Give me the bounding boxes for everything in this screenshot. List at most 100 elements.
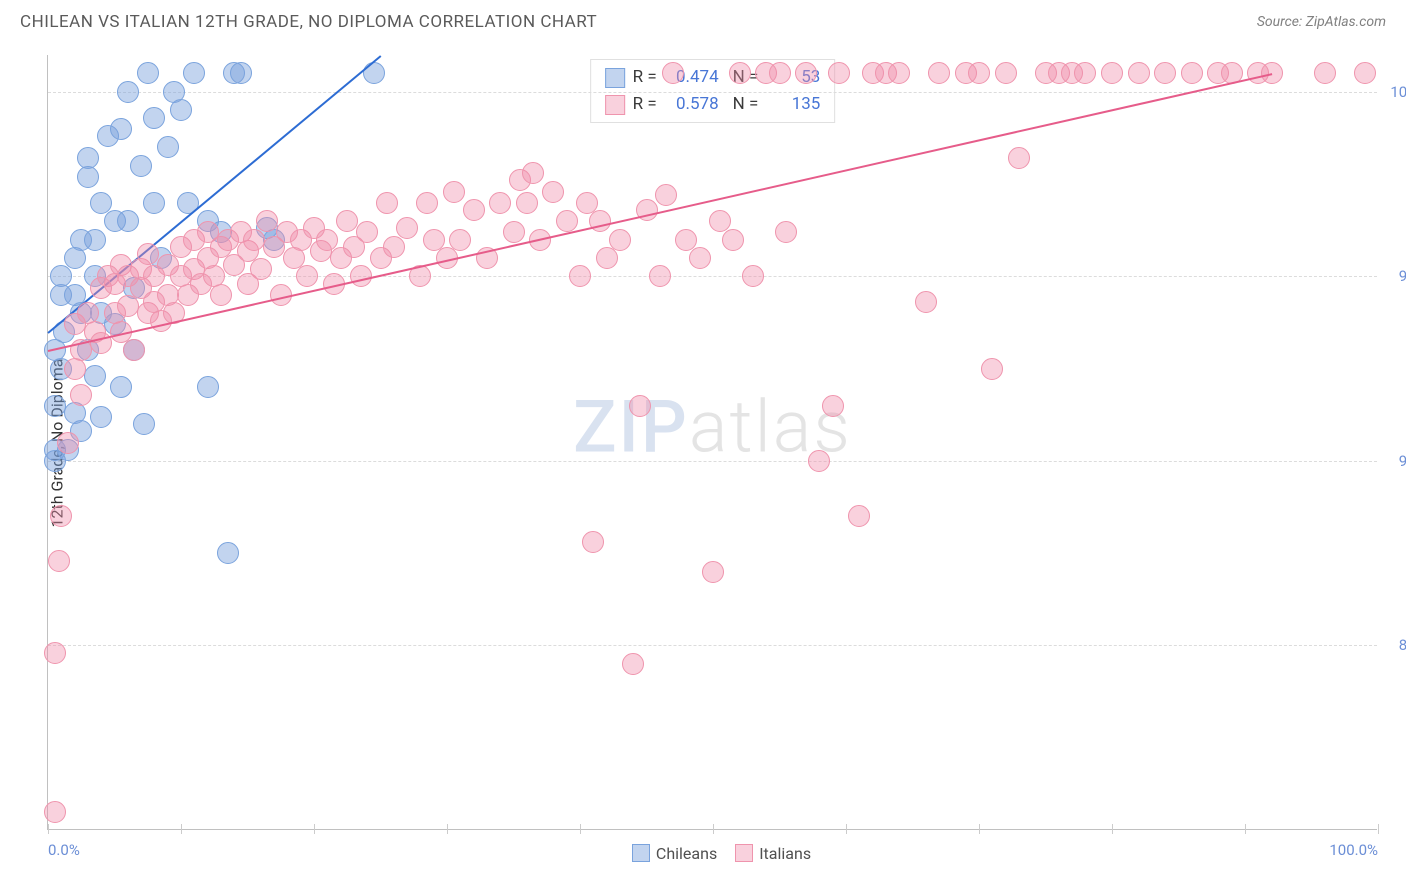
data-point	[569, 265, 591, 287]
data-point	[143, 192, 165, 214]
data-point	[981, 358, 1003, 380]
data-point	[183, 62, 205, 84]
data-point	[1008, 147, 1030, 169]
data-point	[110, 118, 132, 140]
chart-container: 12th Grade, No Diploma ZIPatlas R =0.474…	[47, 55, 1377, 830]
x-tick	[979, 824, 980, 834]
data-point	[250, 258, 272, 280]
data-point	[117, 295, 139, 317]
legend-swatch	[605, 95, 625, 115]
x-tick	[580, 824, 581, 834]
data-point	[808, 450, 830, 472]
data-point	[356, 221, 378, 243]
data-point	[117, 210, 139, 232]
data-point	[383, 236, 405, 258]
legend-item: Italians	[717, 844, 811, 863]
source-label: Source: ZipAtlas.com	[1257, 14, 1386, 30]
data-point	[84, 365, 106, 387]
data-point	[775, 221, 797, 243]
data-point	[702, 561, 724, 583]
plot-area: ZIPatlas R =0.474N =53R =0.578N =135 85.…	[47, 55, 1377, 830]
data-point	[928, 62, 950, 84]
data-point	[888, 62, 910, 84]
legend-n-label: N =	[733, 91, 759, 118]
y-tick-label: 95.0%	[1399, 267, 1406, 285]
series-legend: Chileans Italians	[48, 844, 1377, 863]
data-point	[1314, 62, 1336, 84]
data-point	[822, 395, 844, 417]
legend-item: Chileans	[614, 844, 717, 863]
data-point	[449, 229, 471, 251]
data-point	[137, 62, 159, 84]
data-point	[48, 550, 70, 572]
legend-swatch	[605, 68, 625, 88]
data-point	[57, 432, 79, 454]
legend-swatch	[632, 844, 650, 862]
data-point	[489, 192, 511, 214]
data-point	[210, 284, 232, 306]
data-point	[133, 413, 155, 435]
data-point	[915, 291, 937, 313]
data-point	[256, 210, 278, 232]
data-point	[90, 406, 112, 428]
data-point	[44, 801, 66, 823]
data-point	[44, 642, 66, 664]
legend-label: Chileans	[656, 844, 717, 863]
data-point	[1154, 62, 1176, 84]
data-point	[110, 376, 132, 398]
data-point	[77, 147, 99, 169]
data-point	[722, 229, 744, 251]
data-point	[143, 107, 165, 129]
y-tick-label: 85.0%	[1399, 636, 1406, 654]
data-point	[542, 181, 564, 203]
data-point	[170, 99, 192, 121]
data-point	[123, 339, 145, 361]
data-point	[769, 62, 791, 84]
data-point	[70, 384, 92, 406]
y-tick-label: 100.0%	[1390, 83, 1406, 101]
data-point	[622, 653, 644, 675]
x-tick	[713, 824, 714, 834]
x-tick	[181, 824, 182, 834]
legend-label: Italians	[759, 844, 811, 863]
data-point	[629, 395, 651, 417]
data-point	[243, 229, 265, 251]
data-point	[84, 229, 106, 251]
data-point	[157, 136, 179, 158]
x-tick	[48, 824, 49, 834]
data-point	[1354, 62, 1376, 84]
gridline	[48, 645, 1377, 646]
data-point	[336, 210, 358, 232]
legend-row: R =0.578N =135	[605, 91, 821, 118]
x-tick	[314, 824, 315, 834]
data-point	[296, 265, 318, 287]
data-point	[582, 531, 604, 553]
data-point	[230, 62, 252, 84]
data-point	[516, 192, 538, 214]
legend-n-value: 135	[766, 91, 820, 118]
legend-r-value: 0.578	[665, 91, 719, 118]
legend-r-label: R =	[633, 64, 657, 91]
data-point	[596, 247, 618, 269]
data-point	[443, 181, 465, 203]
data-point	[689, 247, 711, 269]
data-point	[1074, 62, 1096, 84]
data-point	[556, 210, 578, 232]
data-point	[44, 395, 66, 417]
data-point	[828, 62, 850, 84]
data-point	[117, 81, 139, 103]
data-point	[522, 162, 544, 184]
x-tick	[1378, 824, 1379, 834]
gridline	[48, 92, 1377, 93]
data-point	[503, 221, 525, 243]
data-point	[197, 376, 219, 398]
x-tick	[1112, 824, 1113, 834]
data-point	[396, 217, 418, 239]
data-point	[1128, 62, 1150, 84]
data-point	[609, 229, 631, 251]
data-point	[729, 62, 751, 84]
data-point	[50, 505, 72, 527]
legend-swatch	[735, 844, 753, 862]
data-point	[968, 62, 990, 84]
y-tick-label: 90.0%	[1399, 452, 1406, 470]
